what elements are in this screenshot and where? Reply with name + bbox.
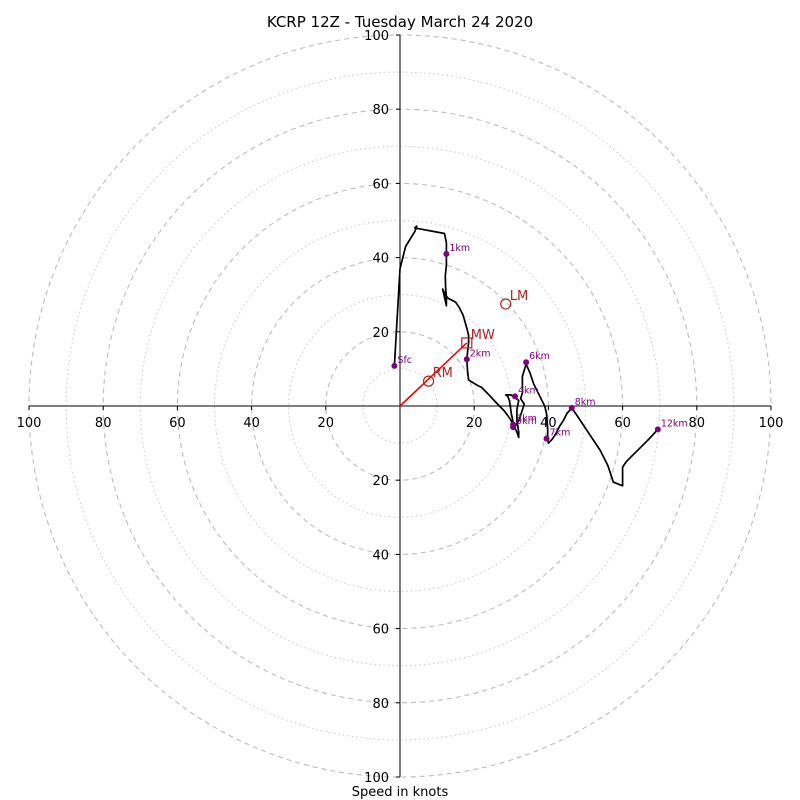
tick-labels: 100 80 60 40 20 20 40 60 80 100 100 80 60 40 20 20 40 60 8… xyxy=(17,29,784,786)
motion-marker-RM xyxy=(422,375,435,387)
motion-label-MW: MW xyxy=(471,328,495,343)
x-tick-label: 40 xyxy=(540,416,557,431)
x-tick-label: 40 xyxy=(243,416,260,431)
y-tick-label: 100 xyxy=(364,771,389,786)
y-tick-label: 80 xyxy=(372,103,389,118)
height-marker-4km xyxy=(512,393,519,400)
motion-label-RM: RM xyxy=(433,366,453,381)
height-label-Sfc: Sfc xyxy=(397,355,412,366)
y-tick-label: 40 xyxy=(372,548,389,563)
y-tick-label: 20 xyxy=(372,474,389,489)
height-label-8km: 8km xyxy=(575,397,596,408)
height-marker-2km xyxy=(463,356,470,363)
y-tick-label: 40 xyxy=(372,252,389,267)
height-marker-8km xyxy=(568,404,575,411)
x-tick-label: 60 xyxy=(169,416,186,431)
chart-title: KCRP 12Z - Tuesday March 24 2020 xyxy=(267,13,533,31)
height-marker-1km xyxy=(443,250,450,257)
hodograph-series xyxy=(393,225,659,487)
height-label-3km: 3km xyxy=(516,414,537,425)
height-marker-5km xyxy=(510,424,517,431)
x-axis-label: Speed in knots xyxy=(352,785,449,800)
height-marker-6km xyxy=(523,359,530,366)
motion-label-LM: LM xyxy=(510,289,528,304)
height-marker-Sfc xyxy=(391,362,398,369)
height-label-6km: 6km xyxy=(529,351,550,362)
x-tick-label: 80 xyxy=(95,416,112,431)
x-tick-label: 20 xyxy=(466,416,483,431)
y-tick-label: 100 xyxy=(364,29,389,44)
x-tick-label: 60 xyxy=(614,416,631,431)
height-label-2km: 2km xyxy=(470,348,491,359)
motion-marker-MW xyxy=(461,337,473,349)
y-tick-label: 80 xyxy=(372,697,389,712)
height-label-4km: 4km xyxy=(518,385,539,396)
height-label-5km: 5km xyxy=(516,416,537,427)
height-label-1km: 1km xyxy=(449,243,470,254)
storm-motion-vector xyxy=(399,342,468,407)
height-label-12km: 12km xyxy=(661,418,688,429)
height-label-7km: 7km xyxy=(550,428,571,439)
height-markers: Sfc 1km 2km 3km 4km 5km 6km 7km 8km 12km xyxy=(391,243,688,442)
height-marker-12km xyxy=(654,426,661,433)
x-tick-label: 20 xyxy=(318,416,335,431)
height-marker-7km xyxy=(543,435,550,442)
motion-marker-LM xyxy=(500,298,512,310)
x-tick-label: 80 xyxy=(689,416,706,431)
y-tick-label: 60 xyxy=(372,623,389,638)
x-tick-label: 100 xyxy=(759,416,784,431)
x-tick-label: 100 xyxy=(17,416,42,431)
y-tick-label: 60 xyxy=(372,177,389,192)
hodograph-line xyxy=(393,225,659,487)
y-tick-label: 20 xyxy=(372,326,389,341)
storm-motion-markers: LM MW RM xyxy=(422,289,528,387)
